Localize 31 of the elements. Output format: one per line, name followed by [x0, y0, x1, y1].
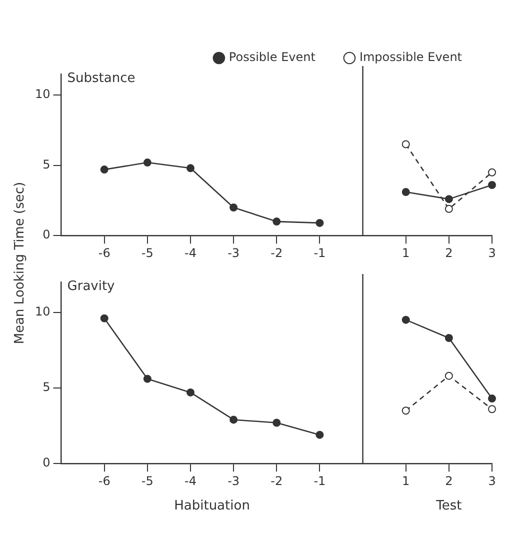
chart-title: Substance — [67, 70, 136, 86]
y-tick-label: 10 — [34, 304, 50, 318]
y-tick-label: 0 — [42, 228, 50, 242]
x-tick-label: 3 — [488, 246, 496, 260]
y-tick-label: 0 — [42, 456, 50, 470]
x-tick-label: -6 — [98, 246, 110, 260]
text: Test — [435, 498, 462, 514]
legend-label: Impossible Event — [359, 50, 462, 64]
x-tick-label: 1 — [402, 246, 410, 260]
x-tick-label: -1 — [314, 246, 326, 260]
x-tick-label: 1 — [402, 474, 410, 488]
y-tick-label: 10 — [34, 87, 50, 102]
x-tick-label: -2 — [270, 474, 283, 488]
x-tick-label: -5 — [141, 474, 154, 488]
x-tick-label: 2 — [445, 474, 453, 488]
x-tick-label: -3 — [228, 246, 240, 260]
x-tick-label: -5 — [141, 246, 154, 260]
x-axis-title: Habituation — [174, 498, 250, 514]
x-tick-label: -6 — [98, 474, 110, 488]
legend-label: Possible Event — [228, 50, 316, 64]
chart-title: Gravity — [67, 278, 116, 294]
x-tick-label: -1 — [314, 474, 326, 488]
x-tick-label: 2 — [445, 246, 453, 260]
x-tick-label: 3 — [488, 474, 496, 488]
x-tick-label: -4 — [184, 474, 196, 488]
y-tick-label: 5 — [42, 380, 50, 394]
y-axis-title: Mean Looking Time (sec) — [12, 182, 28, 344]
x-tick-label: -3 — [228, 474, 240, 488]
x-tick-label: -4 — [184, 246, 196, 260]
x-tick-label: -2 — [270, 246, 283, 260]
y-tick-label: 5 — [42, 157, 50, 172]
